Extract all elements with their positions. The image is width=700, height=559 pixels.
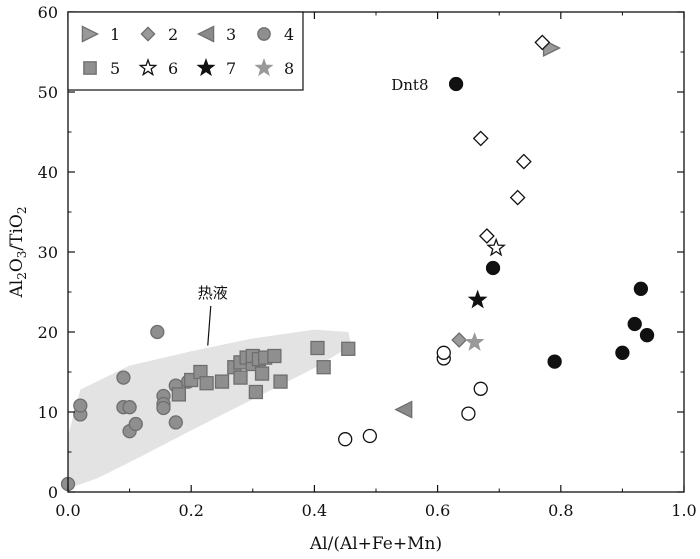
x-tick-label: 0.2 [178,501,203,520]
data-point-series-4 [122,400,137,415]
x-tick-label: 0.0 [55,501,80,520]
y-tick-label: 40 [38,163,58,182]
y-tick-label: 10 [38,403,58,422]
data-point-series-5 [248,384,264,400]
legend-marker-2 [140,26,156,42]
data-point-circle-filled [633,281,649,296]
data-point-series-4 [168,415,183,430]
legend-label-4: 4 [284,25,294,44]
legend-marker-3 [196,25,215,43]
legend-label-3: 3 [226,25,236,44]
data-point-series-5 [214,374,230,389]
y-axis-title: Al2O3/TiO2 [7,206,29,298]
legend-marker-6 [138,58,158,77]
x-tick-label: 1.0 [671,501,696,520]
y-tick-label: 20 [38,323,58,342]
data-point-circle-open [473,381,488,396]
data-point-series-4 [116,370,131,385]
data-point-series-6 [486,237,507,257]
annotations: 热液 Dnt8 [198,76,429,302]
y-axis-title-part: O [7,258,27,272]
data-point-circle-open [436,345,451,360]
data-point-circle-filled [448,76,464,92]
y-axis-title-part: 3 [15,251,29,259]
legend-label-8: 8 [284,59,294,78]
legend-label-7: 7 [226,59,236,78]
legend-marker-5 [83,61,97,75]
data-point-series-2 [451,332,468,348]
region-layer [68,329,352,489]
legend-marker-4 [257,27,271,41]
x-tick-label: 0.6 [425,501,450,520]
data-point-circle-open [362,428,377,444]
data-point-circle-open [461,406,476,421]
data-point-series-5 [316,360,331,375]
legend-label-5: 5 [110,59,120,78]
legend-items: 1 2 3 4 5 6 7 8 [81,25,294,78]
legend-label-2: 2 [168,25,178,44]
data-point-series-5 [254,366,270,381]
y-axis-title-part: /TiO [7,214,27,250]
data-point-series-3 [394,400,413,419]
data-point-series-4 [156,400,171,416]
data-point-series-5 [341,341,356,356]
legend-marker-8 [254,58,274,77]
data-point-series-5 [171,387,187,402]
annotation-dnt8: Dnt8 [391,76,428,94]
data-point-circle-filled [639,328,655,343]
hydrothermal-leader-line [207,305,212,346]
x-tick-label: 0.8 [548,501,573,520]
points-layer [60,34,655,492]
legend-label-6: 6 [168,59,178,78]
legend-box [67,11,304,91]
annotation-leader-layer [207,305,212,346]
data-point-series-4 [73,398,88,413]
x-tick-label: 0.4 [302,501,327,520]
y-tick-label: 0 [48,483,58,502]
data-point-series-5 [199,376,214,391]
data-point-circle-filled [627,316,642,332]
y-tick-label: 60 [38,3,58,22]
data-point-series-4 [128,416,143,432]
hydrothermal-region [68,329,352,489]
data-point-diamond-open [509,189,526,206]
data-point-series-7 [467,289,488,309]
y-axis-title-part: 2 [15,272,29,280]
data-point-series-5 [233,370,248,385]
data-point-diamond-open [472,130,489,147]
y-tick-label: 30 [38,243,58,262]
legend: 1 2 3 4 5 6 7 8 [67,11,304,91]
ticks-layer: 0.0 0.2 0.4 0.6 0.8 1.0 0 10 20 30 40 50 60 [38,3,697,520]
data-point-series-5 [267,348,282,364]
data-point-series-5 [310,340,325,356]
legend-label-1: 1 [110,25,120,44]
x-axis-title: Al/(Al+Fe+Mn) [309,534,442,554]
data-point-diamond-open [478,228,495,244]
data-point-circle-open [338,432,353,447]
data-point-series-4 [150,324,165,340]
legend-marker-1 [81,25,100,43]
data-point-series-5 [273,374,288,389]
data-point-circle-filled [547,354,562,369]
legend-marker-7 [196,58,216,77]
data-point-series-8 [464,331,485,351]
y-tick-label: 50 [38,83,58,102]
data-point-diamond-open [515,153,532,170]
data-point-circle-filled [485,260,501,276]
annotation-hydrothermal: 热液 [198,284,228,302]
y-axis-title-part: Al [7,280,27,299]
data-point-diamond-open [534,34,551,51]
data-point-circle-filled [615,345,630,360]
y-axis-title-part: 2 [15,206,29,214]
